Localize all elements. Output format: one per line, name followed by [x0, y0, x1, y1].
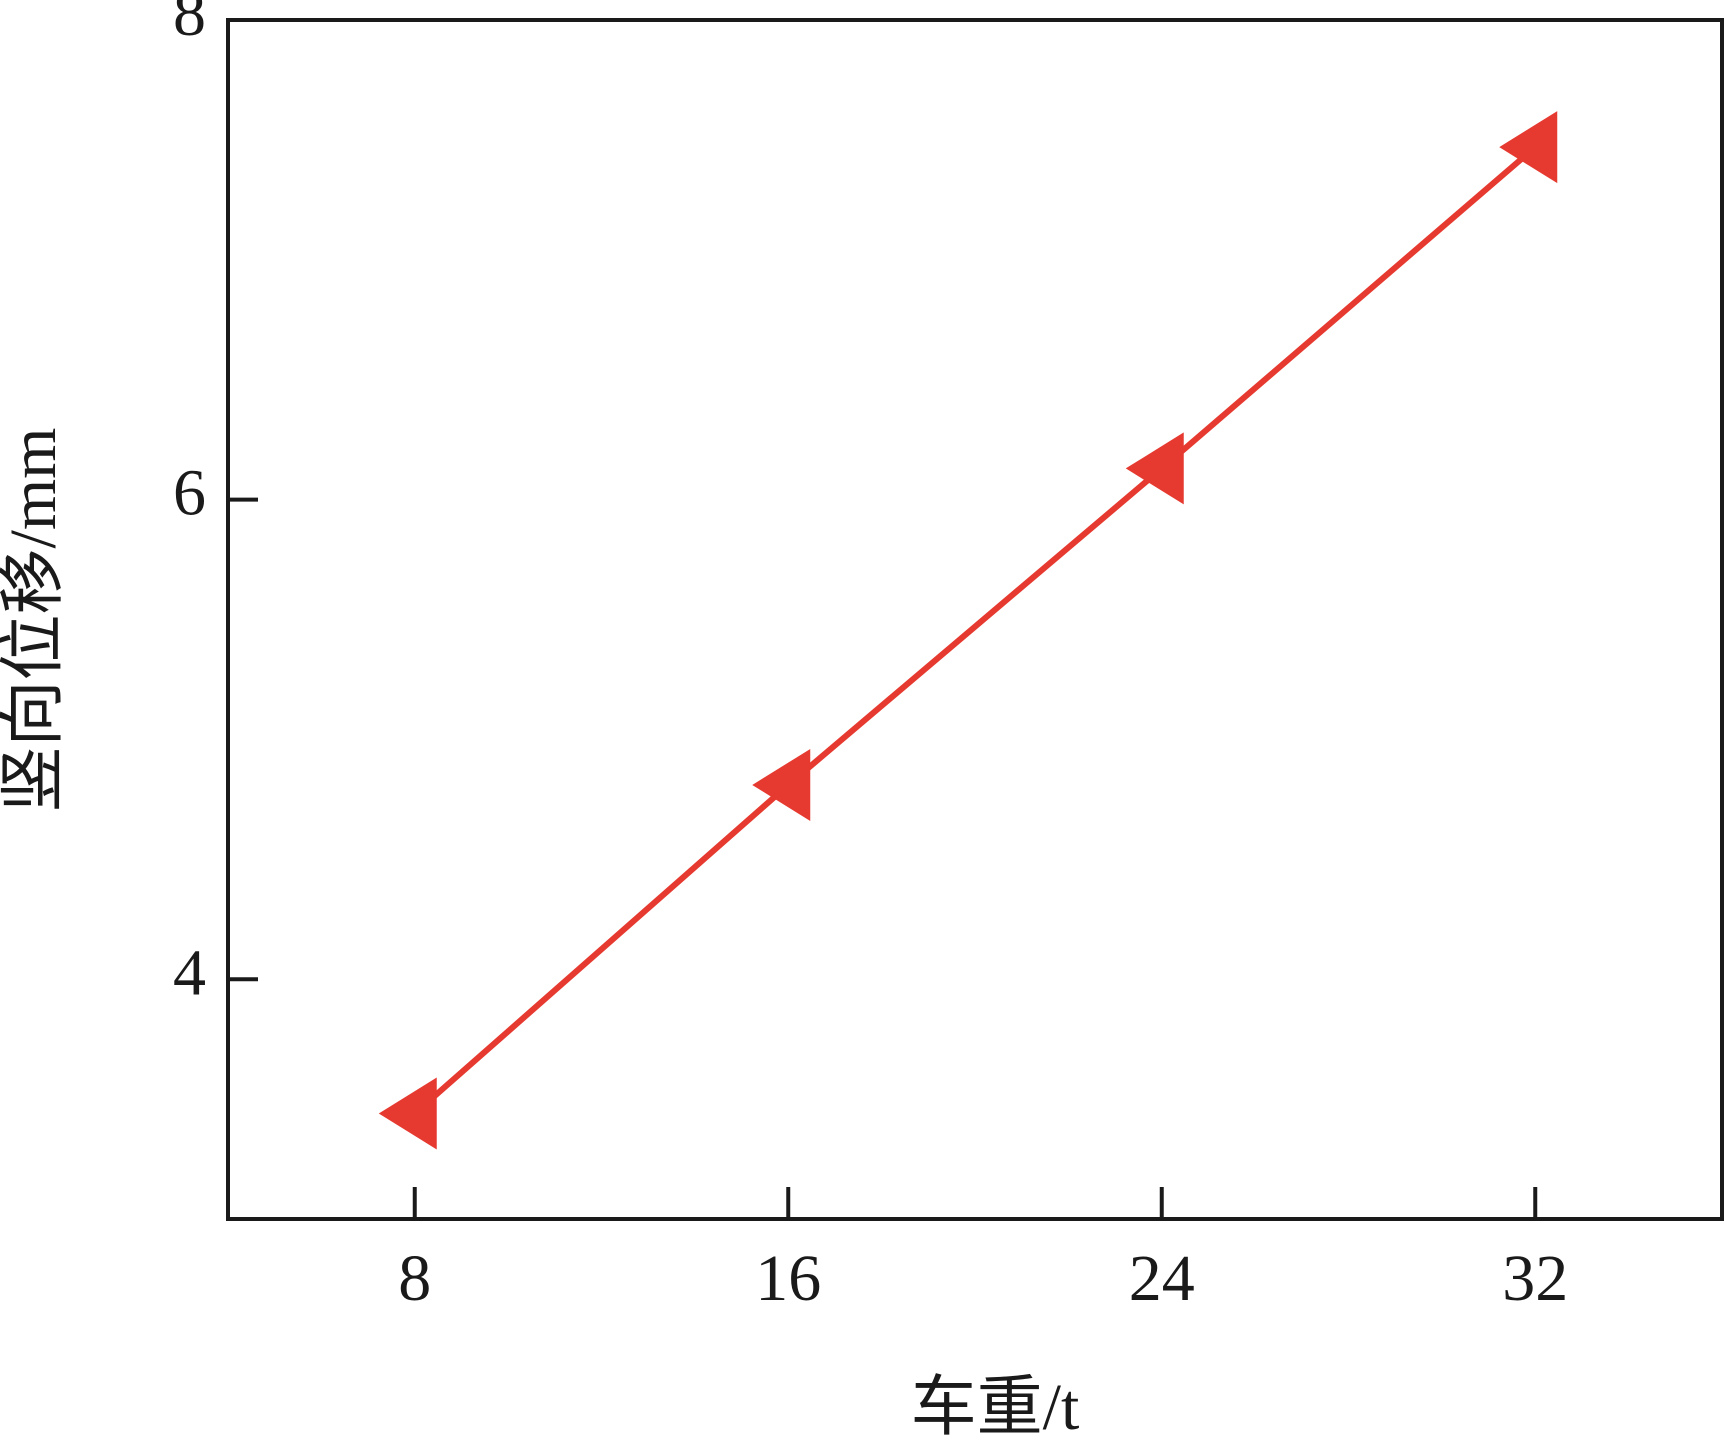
data-point: [752, 748, 811, 821]
y-tick-label: 4: [173, 936, 206, 1009]
y-tick-label: 6: [173, 457, 206, 530]
x-tick-label: 24: [1129, 1242, 1195, 1315]
data-point: [1499, 111, 1558, 184]
y-tick-label: 8: [173, 0, 206, 50]
x-tick-label: 32: [1502, 1242, 1568, 1315]
x-axis-label: 车重/t: [911, 1371, 1080, 1444]
plot-frame: [226, 18, 1724, 1221]
x-tick-label: 8: [398, 1242, 431, 1315]
data-point: [378, 1077, 437, 1150]
data-point: [1125, 432, 1184, 505]
x-tick-label: 16: [755, 1242, 821, 1315]
data-line: [412, 144, 1538, 1116]
y-axis-label: 竖向位移/mm: [0, 427, 70, 812]
